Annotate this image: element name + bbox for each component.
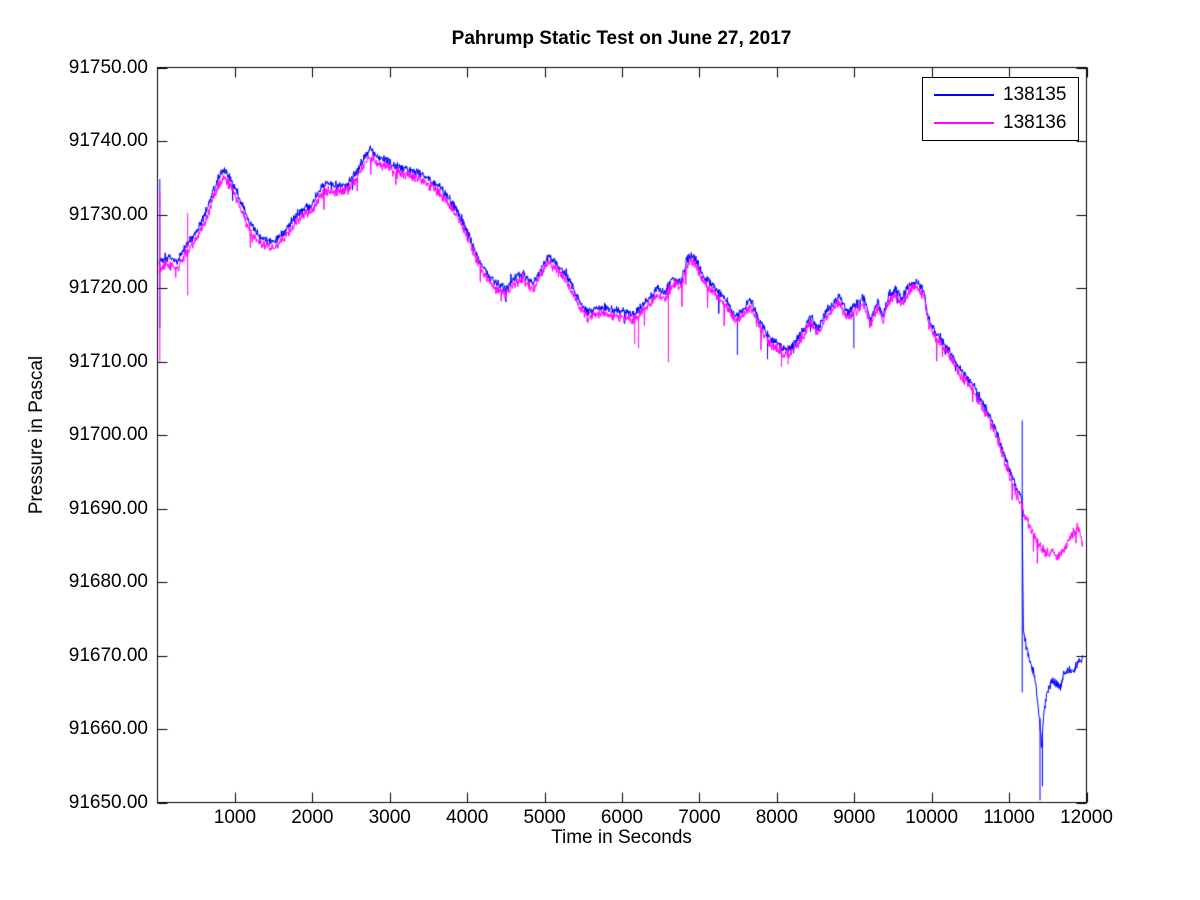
x-tick-label: 12000 — [1060, 807, 1113, 828]
y-tick-label: 91720.00 — [68, 277, 148, 298]
x-tick-label: 5000 — [523, 807, 566, 828]
legend-label-138136: 138136 — [1003, 112, 1067, 133]
y-tick-label: 91740.00 — [68, 130, 148, 151]
x-tick-label: 6000 — [600, 807, 644, 828]
y-tick-label: 91750.00 — [68, 56, 148, 78]
chart-title: Pahrump Static Test on June 27, 2017 — [451, 28, 792, 49]
legend-item-138135: 138135 — [923, 81, 1078, 109]
y-tick-label: 91680.00 — [68, 571, 148, 592]
legend-item-138136: 138136 — [923, 109, 1078, 137]
legend: 138135 138136 — [922, 77, 1079, 141]
x-axis-label: Time in Seconds — [551, 827, 692, 848]
x-tick-label: 9000 — [833, 807, 876, 828]
y-tick-label: 91650.00 — [68, 791, 148, 813]
x-tick-label: 1000 — [213, 807, 257, 828]
y-tick-label: 91710.00 — [68, 350, 148, 372]
x-tick-label: 4000 — [446, 807, 489, 828]
x-tick-label: 7000 — [678, 807, 721, 828]
x-tick-label: 10000 — [905, 807, 959, 828]
y-tick-label: 91670.00 — [68, 644, 148, 666]
y-tick-label: 91660.00 — [68, 718, 148, 739]
x-tick-label: 11000 — [983, 807, 1035, 828]
y-tick-label: 91700.00 — [68, 424, 148, 445]
y-tick-label: 91690.00 — [68, 497, 148, 519]
x-tick-label: 8000 — [755, 807, 798, 828]
legend-line-sample-138136 — [934, 122, 994, 124]
legend-line-sample-138135 — [934, 94, 994, 96]
x-tick-label: 3000 — [368, 807, 411, 828]
x-tick-label: 2000 — [291, 807, 334, 828]
y-tick-label: 91730.00 — [68, 203, 148, 225]
legend-label-138135: 138135 — [1003, 84, 1067, 105]
